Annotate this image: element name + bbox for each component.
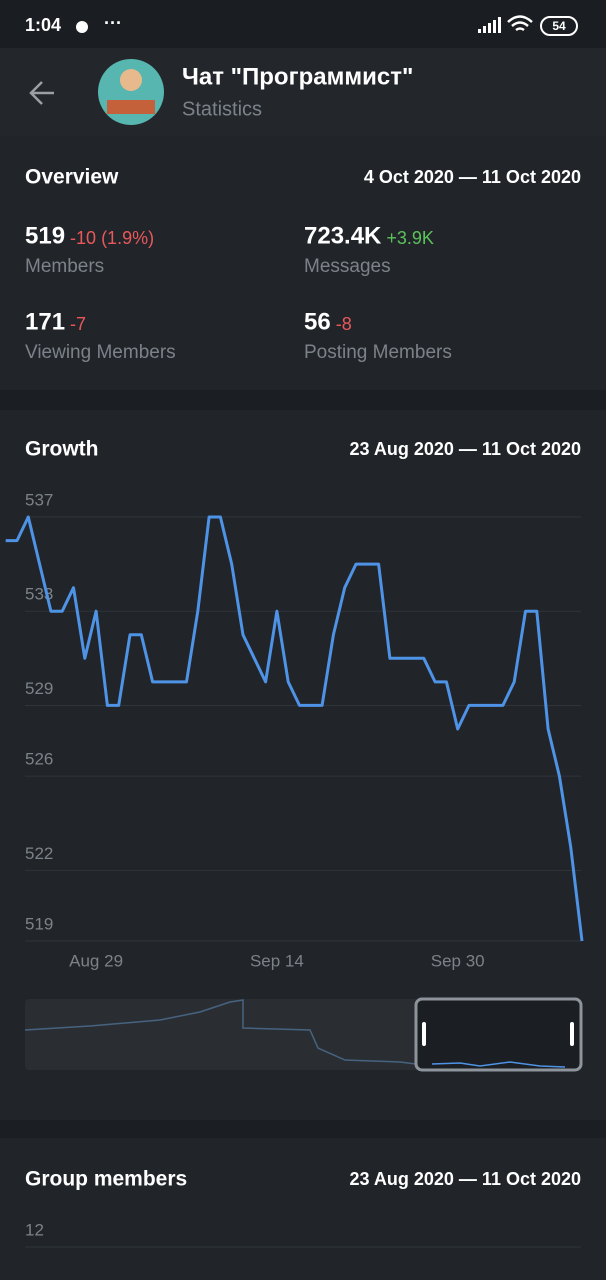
y-tick-label: 522: [25, 844, 53, 863]
battery-icon: [540, 16, 578, 36]
range-preview: [24, 999, 417, 1065]
stats: 519 -10 (1.9%) Members 723.4K +3.9K Messages 1…: [25, 222, 452, 363]
status-bar: [0, 0, 606, 48]
y-tick-label: 12: [25, 1220, 44, 1239]
growth-title: Growth: [25, 438, 99, 461]
stat-value: 56: [304, 308, 331, 335]
x-tick-label: Sep 30: [431, 951, 485, 970]
x-tick-label: Aug 29: [69, 951, 123, 970]
stat-label: Messages: [304, 256, 391, 277]
overview-panel: [0, 136, 606, 390]
chat-subtitle: Statistics: [182, 98, 262, 120]
y-tick-label: 519: [25, 914, 53, 933]
back-button[interactable]: [29, 81, 54, 105]
avatar-face: [120, 69, 142, 91]
x-tick-label: Sep 14: [250, 951, 304, 970]
status-more: ···: [104, 13, 122, 33]
stat-change: -7: [70, 314, 86, 334]
growth-line: [5, 515, 584, 942]
status-icon: [76, 21, 88, 33]
growth-range: 23 Aug 2020 — 11 Oct 2020: [350, 439, 581, 459]
stat-label: Members: [25, 256, 104, 277]
y-tick-label: 529: [25, 679, 53, 698]
y-tick-label: 526: [25, 750, 53, 769]
stat-value: 519: [25, 222, 65, 249]
stat-change: -10 (1.9%): [70, 228, 154, 248]
avatar: [98, 59, 164, 125]
stat-label: Posting Members: [304, 342, 452, 363]
stat-label: Viewing Members: [25, 342, 176, 363]
overview-range: 4 Oct 2020 — 11 Oct 2020: [364, 167, 581, 187]
signal-icon: [478, 17, 501, 33]
battery-level: 54: [552, 19, 566, 33]
range-window[interactable]: [414, 997, 583, 1072]
group-members-panel: [0, 1138, 606, 1280]
header[interactable]: [0, 48, 606, 136]
group-members-title: Group members: [25, 1168, 187, 1191]
stat-change: +3.9K: [386, 228, 434, 248]
group-members-range: 23 Aug 2020 — 11 Oct 2020: [350, 1169, 581, 1189]
stat-value: 171: [25, 308, 65, 335]
range-handle-left[interactable]: [422, 1022, 426, 1046]
stat-value: 723.4K: [304, 222, 382, 249]
wifi-icon: [507, 15, 533, 32]
overview-title: Overview: [25, 166, 119, 189]
chat-title: Чат "Программист": [182, 63, 413, 90]
range-handle-right[interactable]: [570, 1022, 574, 1046]
status-time: 1:04: [25, 15, 61, 35]
range-window-preview: [431, 1061, 566, 1068]
stat-change: -8: [336, 314, 352, 334]
y-tick-label: 537: [25, 490, 53, 509]
avatar-desk: [107, 100, 155, 114]
